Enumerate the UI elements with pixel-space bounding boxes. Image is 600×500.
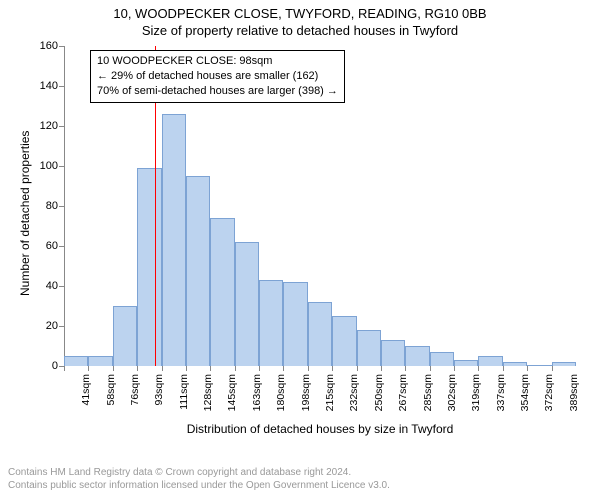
footer-line1: Contains HM Land Registry data © Crown c… [8,466,592,479]
y-axis-label: Number of detached properties [18,131,32,296]
y-tick-mark [59,126,64,127]
chart-title-address: 10, WOODPECKER CLOSE, TWYFORD, READING, … [0,0,600,21]
x-tick-mark [430,366,431,371]
y-tick-label: 0 [30,360,58,372]
x-tick-mark [113,366,114,371]
y-tick-label: 140 [30,80,58,92]
x-tick-label: 93sqm [153,374,165,406]
x-tick-label: 145sqm [226,374,238,411]
y-tick-label: 20 [30,320,58,332]
x-tick-label: 180sqm [275,374,287,411]
x-tick-mark [308,366,309,371]
x-tick-label: 267sqm [397,374,409,411]
x-tick-mark [259,366,260,371]
histogram-bar [113,306,137,366]
x-tick-mark [64,366,65,371]
x-tick-mark [503,366,504,371]
x-tick-label: 319sqm [470,374,482,411]
x-tick-label: 111sqm [178,374,190,410]
x-tick-label: 128sqm [202,374,214,411]
x-tick-mark [162,366,163,371]
histogram-bar [283,282,307,366]
annotation-box: 10 WOODPECKER CLOSE: 98sqm ← 29% of deta… [90,50,345,103]
footer-attribution: Contains HM Land Registry data © Crown c… [0,460,600,500]
y-axis-line [64,46,65,366]
y-tick-label: 60 [30,240,58,252]
chart-container: 10, WOODPECKER CLOSE, TWYFORD, READING, … [0,0,600,500]
histogram-bar [381,340,405,366]
y-tick-mark [59,166,64,167]
x-tick-label: 337sqm [495,374,507,411]
histogram-bar [64,356,88,366]
x-tick-label: 232sqm [348,374,360,411]
x-tick-label: 163sqm [251,374,263,411]
annotation-line2: ← 29% of detached houses are smaller (16… [97,69,338,84]
x-tick-mark [552,366,553,371]
histogram-bar [357,330,381,366]
histogram-bar [503,362,527,366]
histogram-bar [430,352,454,366]
x-tick-label: 285sqm [422,374,434,411]
histogram-bar [235,242,259,366]
footer-line2: Contains public sector information licen… [8,479,592,492]
y-tick-label: 80 [30,200,58,212]
y-tick-mark [59,86,64,87]
x-tick-mark [478,366,479,371]
x-tick-label: 372sqm [543,374,555,411]
histogram-bar [527,365,551,366]
x-tick-mark [283,366,284,371]
y-tick-mark [59,46,64,47]
y-tick-mark [59,286,64,287]
x-tick-label: 250sqm [373,374,385,411]
histogram-bar [186,176,210,366]
x-tick-mark [454,366,455,371]
x-tick-label: 41sqm [80,374,92,406]
histogram-bar [88,356,112,366]
x-tick-mark [405,366,406,371]
x-tick-mark [332,366,333,371]
x-tick-mark [88,366,89,371]
y-tick-label: 160 [30,40,58,52]
annotation-line1: 10 WOODPECKER CLOSE: 98sqm [97,54,338,69]
y-tick-label: 120 [30,120,58,132]
histogram-bar [162,114,186,366]
x-tick-mark [210,366,211,371]
x-tick-label: 302sqm [446,374,458,411]
x-tick-mark [357,366,358,371]
x-tick-label: 215sqm [324,374,336,411]
chart-subtitle: Size of property relative to detached ho… [0,21,600,38]
x-tick-label: 76sqm [129,374,141,406]
x-tick-label: 198sqm [300,374,312,411]
x-tick-label: 389sqm [568,374,580,411]
histogram-bar [552,362,576,366]
histogram-bar [308,302,332,366]
histogram-bar [454,360,478,366]
x-tick-label: 354sqm [519,374,531,411]
y-tick-label: 40 [30,280,58,292]
histogram-bar [478,356,502,366]
x-tick-mark [235,366,236,371]
x-tick-mark [381,366,382,371]
x-tick-mark [186,366,187,371]
y-tick-label: 100 [30,160,58,172]
x-tick-mark [137,366,138,371]
y-tick-mark [59,246,64,247]
y-tick-mark [59,326,64,327]
x-tick-label: 58sqm [105,374,117,406]
histogram-bar [332,316,356,366]
histogram-bar [137,168,161,366]
y-tick-mark [59,206,64,207]
histogram-bar [259,280,283,366]
annotation-line3: 70% of semi-detached houses are larger (… [97,84,338,99]
x-axis-label: Distribution of detached houses by size … [64,422,576,436]
histogram-bar [405,346,429,366]
x-tick-mark [527,366,528,371]
histogram-bar [210,218,234,366]
